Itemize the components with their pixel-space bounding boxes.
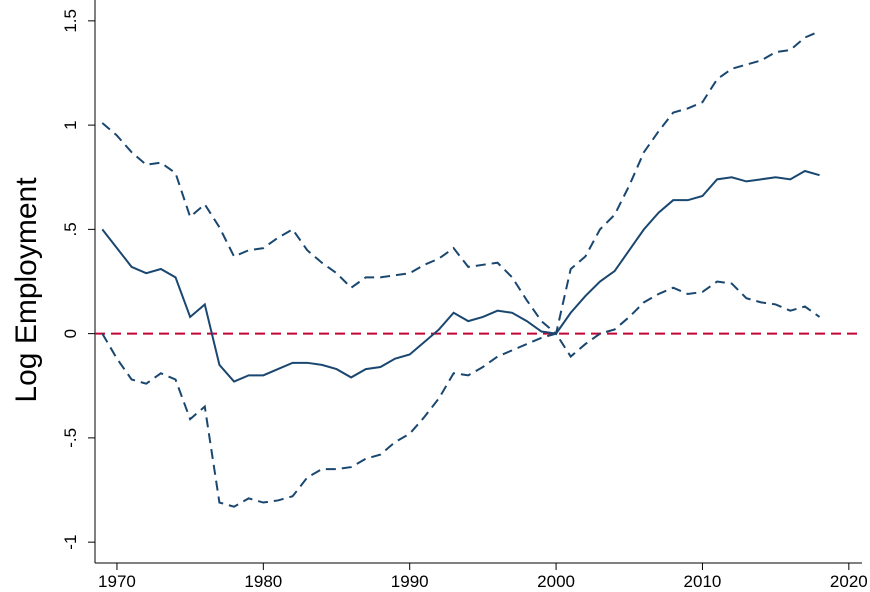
- x-tick-label: 2000: [537, 572, 575, 591]
- x-tick-label: 1990: [391, 572, 429, 591]
- x-tick-label: 2010: [684, 572, 722, 591]
- estimate-line: [101, 169, 820, 383]
- y-tick-label: -1: [61, 535, 80, 550]
- confidence-bound: [101, 30, 820, 336]
- x-tick-label: 2020: [830, 572, 868, 591]
- y-tick-label: 1: [61, 120, 80, 129]
- y-tick-label: 1.5: [61, 9, 80, 33]
- y-axis-title: Log Employment: [10, 177, 43, 403]
- y-tick-label: .5: [61, 222, 80, 236]
- x-tick-label: 1980: [244, 572, 282, 591]
- confidence-bound: [101, 280, 821, 508]
- y-tick-label: 0: [61, 329, 80, 338]
- x-tick-label: 1970: [98, 572, 136, 591]
- y-tick-label: -.5: [61, 428, 80, 448]
